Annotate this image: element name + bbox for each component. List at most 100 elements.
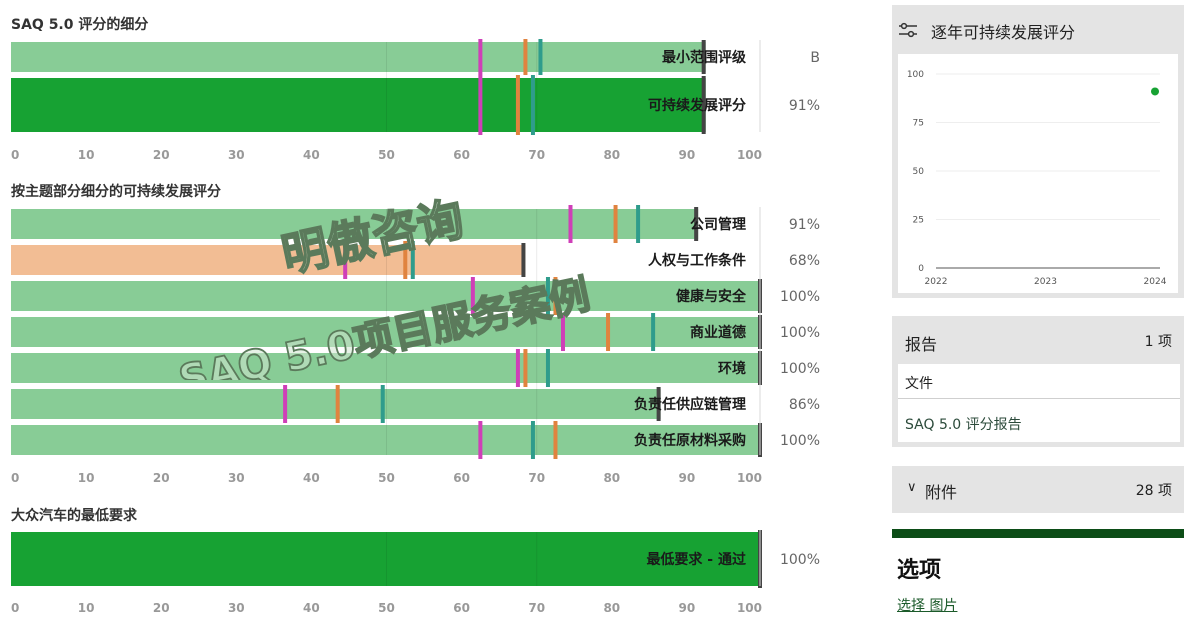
theme_breakdown-row: 公司管理 91% (11, 205, 820, 243)
bar-value: 86% (789, 397, 820, 413)
teal-marker (380, 385, 385, 423)
score-end-marker (701, 76, 706, 134)
orange-marker (553, 421, 558, 459)
tick-label: 80 (603, 601, 620, 615)
teal-marker (545, 349, 550, 387)
bar-label: 健康与安全 (676, 288, 747, 305)
tick-label: 10 (78, 601, 95, 615)
magenta-marker (568, 205, 573, 243)
teal-marker (545, 277, 550, 315)
tick-label: 90 (679, 471, 696, 485)
bar-value: 68% (789, 253, 820, 269)
bar-value: B (810, 50, 820, 66)
teal-marker (410, 241, 415, 279)
attachments-title: 附件 (925, 483, 958, 502)
x-tick-label: 2022 (925, 277, 948, 287)
tick-label: 30 (228, 148, 245, 162)
bar-remainder (698, 209, 762, 239)
vw_minimum-row: 最低要求 - 通过 100% (11, 530, 820, 588)
saq_breakdown-row: 可持续发展评分 91% (11, 75, 820, 135)
chevron-down-icon[interactable]: ∨ (907, 480, 917, 495)
tick-label: 70 (528, 471, 545, 485)
options-title: 选项 (897, 558, 942, 583)
tick-label: 60 (453, 148, 470, 162)
orange-marker (553, 277, 558, 315)
bar-value: 100% (780, 289, 820, 305)
tick-label: 80 (603, 148, 620, 162)
magenta-marker (470, 277, 475, 315)
bar-fill (11, 245, 526, 275)
score-end-marker (656, 387, 661, 421)
y-tick-label: 75 (913, 119, 924, 129)
y-tick-label: 100 (907, 70, 924, 80)
orange-marker (613, 205, 618, 243)
attachments-count: 28 项 (1135, 483, 1172, 499)
theme_breakdown-row: 负责任供应链管理 86% (11, 385, 820, 423)
y-tick-label: 0 (918, 264, 924, 274)
bar-label: 最低要求 - 通过 (646, 551, 746, 568)
bar-label: 人权与工作条件 (648, 252, 746, 269)
teal-marker (636, 205, 641, 243)
bar-label: 负责任原材料采购 (634, 432, 746, 449)
reports-panel: 报告 1 项 文件 SAQ 5.0 评分报告 (892, 316, 1184, 447)
tick-label: 50 (378, 601, 395, 615)
bar-remainder (705, 78, 762, 132)
select-image-link[interactable]: 选择 图片 (897, 598, 958, 614)
bar-track (11, 389, 762, 419)
tick-label: 0 (11, 148, 19, 162)
tick-label: 40 (303, 471, 320, 485)
theme_breakdown-row: 健康与安全 100% (11, 277, 820, 315)
orange-marker (523, 39, 528, 75)
bar-label: 公司管理 (690, 216, 746, 233)
tick-label: 50 (378, 471, 395, 485)
magenta-marker (478, 39, 483, 75)
bar-value: 100% (780, 552, 820, 568)
yearly-score-panel: 逐年可持续发展评分 0 25 50 75 100 2022 2023 2024 (892, 5, 1184, 298)
data-point (1151, 87, 1159, 96)
tick-label: 90 (679, 601, 696, 615)
bar-label: 最小范围评级 (662, 49, 747, 66)
tick-label: 70 (528, 148, 545, 162)
yearly-score-chart: 0 25 50 75 100 2022 2023 2024 (907, 70, 1167, 287)
reports-table: 文件 SAQ 5.0 评分报告 (898, 364, 1180, 442)
score-end-marker (701, 40, 706, 74)
tick-label: 0 (11, 601, 19, 615)
reports-title: 报告 (905, 335, 938, 354)
theme_breakdown-row: 负责任原材料采购 100% (11, 421, 820, 459)
teal-marker (530, 75, 535, 135)
bar-label: 负责任供应链管理 (634, 396, 746, 413)
score-end-marker (521, 243, 526, 277)
theme_breakdown-row: 人权与工作条件 68% (11, 241, 820, 279)
bar-track (11, 281, 762, 311)
tick-label: 20 (153, 471, 170, 485)
tick-label: 100 (737, 471, 762, 485)
reports-count: 1 项 (1144, 334, 1172, 350)
attachments-panel[interactable]: ∨ 附件 28 项 (892, 466, 1184, 513)
sliders-icon[interactable] (898, 22, 918, 38)
reports-column-header: 文件 (905, 376, 933, 392)
teal-marker (651, 313, 656, 351)
magenta-marker (478, 421, 483, 459)
tick-label: 30 (228, 601, 245, 615)
score-end-marker (694, 207, 699, 241)
bar-value: 100% (780, 325, 820, 341)
tick-label: 80 (603, 471, 620, 485)
tick-label: 40 (303, 148, 320, 162)
bar-value: 91% (789, 217, 820, 233)
bar-fill (11, 78, 706, 132)
bar-track (11, 353, 762, 383)
magenta-marker (343, 241, 348, 279)
bar-label: 商业道德 (690, 324, 746, 341)
orange-marker (523, 349, 528, 387)
report-document-link[interactable]: SAQ 5.0 评分报告 (905, 417, 1022, 433)
theme_breakdown-row: 环境 100% (11, 349, 820, 387)
tick-label: 20 (153, 148, 170, 162)
bar-track (11, 425, 762, 455)
yearly-score-chart-area: 0 25 50 75 100 2022 2023 2024 (898, 54, 1178, 293)
magenta-marker (560, 313, 565, 351)
magenta-marker (515, 349, 520, 387)
orange-marker (403, 241, 408, 279)
bar-track (11, 317, 762, 347)
orange-marker (515, 75, 520, 135)
